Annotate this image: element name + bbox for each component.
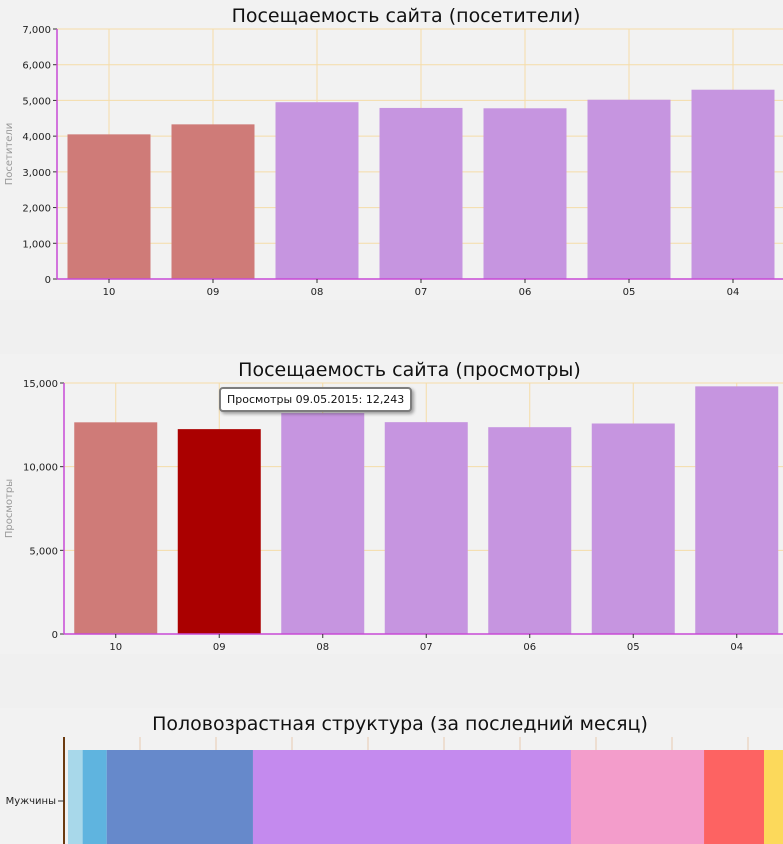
visitors-xtick-label: 07: [415, 287, 428, 298]
visitors-chart-panel: Посещаемость сайта (посетители) 0 1,000 2,0…: [0, 0, 783, 300]
gender-age-category-label: Мужчины: [6, 796, 56, 807]
visitors-bar-10: [67, 134, 151, 279]
pageviews-bar-04: [695, 386, 779, 634]
pageviews-y-axis-title: Просмотры: [4, 479, 15, 538]
pageviews-xtick-label: 09: [213, 642, 226, 653]
visitors-bar-07: [379, 107, 463, 279]
visitors-ytick-label: 1,000: [22, 239, 51, 250]
pageviews-ytick-label: 15,000: [23, 379, 58, 390]
pageviews-chart: Посещаемость сайта (просмотры) 0 5,000 10,0…: [4, 359, 783, 653]
pageviews-xtick-label: 08: [316, 642, 329, 653]
pageviews-ytick-label: 5,000: [29, 546, 58, 557]
pageviews-ytick-label: 10,000: [23, 463, 58, 474]
visitors-bar-04: [691, 89, 775, 279]
visitors-xtick-label: 09: [207, 287, 220, 298]
gender-age-segment-5: [570, 750, 705, 844]
pageviews-xtick-label: 04: [730, 642, 743, 653]
visitors-bar-06: [483, 108, 567, 280]
visitors-xtick-label: 08: [311, 287, 324, 298]
pageviews-bar-08: [281, 413, 365, 634]
visitors-ytick-label: 3,000: [22, 168, 51, 179]
visitors-bar-05: [587, 99, 671, 279]
pageviews-bar-09: [177, 429, 261, 634]
visitors-ytick-label: 7,000: [22, 25, 51, 36]
pageviews-xtick-label: 10: [109, 642, 122, 653]
gender-age-segment-4: [252, 750, 571, 844]
visitors-xtick-label: 05: [623, 287, 636, 298]
pageviews-xtick-label: 06: [523, 642, 536, 653]
gender-age-chart-title: Половозрастная структура (за последний м…: [152, 713, 648, 735]
visitors-ytick-label: 4,000: [22, 132, 51, 143]
visitors-bar-08: [275, 102, 359, 279]
pageviews-bar-06: [488, 427, 572, 634]
pageviews-chart-title: Посещаемость сайта (просмотры): [238, 359, 581, 381]
visitors-bar-09: [171, 124, 255, 279]
gender-age-segment-7: [763, 750, 783, 844]
pageviews-xtick-label: 05: [627, 642, 640, 653]
visitors-ytick-label: 5,000: [22, 96, 51, 107]
visitors-y-axis-title: Посетители: [4, 123, 15, 185]
gender-age-segment-3: [106, 750, 253, 844]
gender-age-chart-panel: Половозрастная структура (за последний м…: [0, 708, 783, 844]
visitors-xtick-label: 06: [519, 287, 532, 298]
visitors-ytick-label: 0: [45, 275, 51, 286]
pageviews-tooltip: Просмотры 09.05.2015: 12,243: [219, 387, 413, 412]
pageviews-ytick-label: 0: [52, 630, 58, 641]
visitors-xtick-label: 10: [103, 287, 116, 298]
gender-age-chart: Половозрастная структура (за последний м…: [6, 713, 783, 844]
pageviews-xtick-label: 07: [420, 642, 433, 653]
visitors-chart: Посещаемость сайта (посетители) 0 1,000 2,0…: [4, 5, 783, 298]
pageviews-bar-05: [591, 423, 675, 634]
visitors-xtick-label: 04: [727, 287, 740, 298]
pageviews-bar-10: [74, 422, 158, 634]
visitors-ytick-label: 2,000: [22, 204, 51, 215]
pageviews-bar-07: [384, 422, 468, 634]
visitors-ytick-label: 6,000: [22, 61, 51, 72]
gender-age-segment-6: [704, 750, 764, 844]
visitors-chart-title: Посещаемость сайта (посетители): [232, 5, 581, 27]
gender-age-segment-2: [82, 750, 107, 844]
gender-age-segment-1: [68, 750, 83, 844]
